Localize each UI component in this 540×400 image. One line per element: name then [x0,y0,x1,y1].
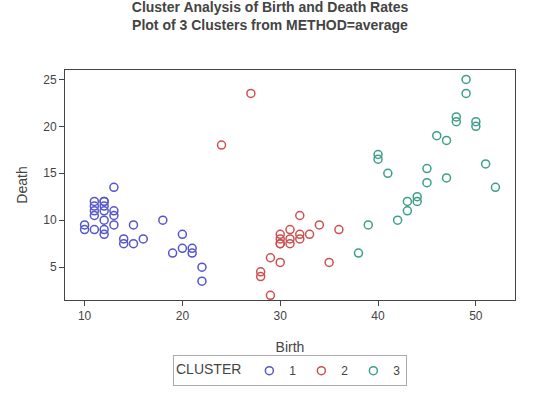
svg-text:2: 2 [341,364,348,378]
svg-text:30: 30 [274,309,288,323]
svg-text:1: 1 [289,364,296,378]
svg-text:20: 20 [43,120,57,134]
svg-text:5: 5 [50,260,57,274]
svg-text:10: 10 [78,309,92,323]
svg-text:25: 25 [43,73,57,87]
svg-text:40: 40 [371,309,385,323]
svg-text:20: 20 [176,309,190,323]
svg-text:Birth: Birth [276,339,305,355]
svg-text:Death: Death [14,166,30,203]
svg-text:3: 3 [393,364,400,378]
svg-text:CLUSTER: CLUSTER [176,361,241,377]
svg-text:10: 10 [43,213,57,227]
svg-text:Cluster Analysis of Birth and: Cluster Analysis of Birth and Death Rate… [132,0,409,33]
svg-text:15: 15 [43,166,57,180]
svg-text:50: 50 [469,309,483,323]
